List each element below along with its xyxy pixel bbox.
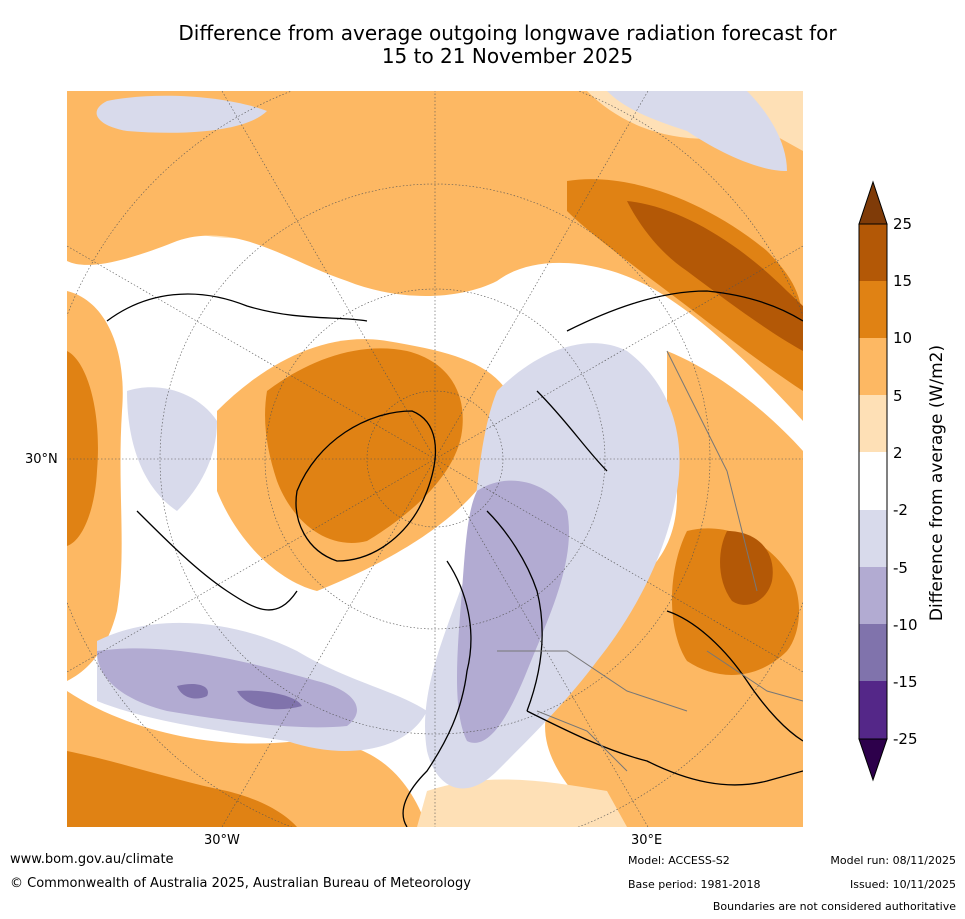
region-brown-middle-east: [720, 531, 773, 605]
copyright-text: © Commonwealth of Australia 2025, Austra…: [10, 876, 471, 891]
model-run-text: Model run: 08/11/2025: [830, 854, 956, 867]
colorbar-tick-25: 25: [893, 215, 913, 233]
colorbar-band-m15-m25: [859, 681, 887, 739]
region-dark-orange-siberia: [567, 179, 803, 391]
colorbar-tick-m2: -2: [893, 501, 908, 519]
region-light-orange-south: [417, 779, 627, 827]
colorbar-tick-m5: -5: [893, 559, 908, 577]
colorbar-tick-m25: -25: [893, 730, 918, 748]
website-link[interactable]: www.bom.gov.au/climate: [10, 852, 174, 867]
colorbar-extend-low: [858, 738, 888, 782]
region-light-purple-north: [96, 95, 267, 133]
title-line-1: Difference from average outgoing longwav…: [178, 21, 837, 45]
region-purple-scandinavia: [457, 480, 569, 743]
region-dark-purple-atlantic: [177, 684, 302, 710]
colorbar-band-5-10: [859, 338, 887, 395]
colorbar-band-m10-m15: [859, 624, 887, 681]
colorbar-tick-15: 15: [893, 272, 913, 290]
map-canvas: [67, 91, 803, 827]
colorbar: [858, 180, 888, 782]
colorbar-band-neutral: [859, 452, 887, 510]
colorbar-band-10-15: [859, 281, 887, 338]
coastlines: [106, 290, 803, 827]
region-brown-siberia: [627, 201, 803, 351]
colorbar-tick-m10: -10: [893, 616, 918, 634]
colorbar-tick-2: 2: [893, 444, 903, 462]
colorbar-tick-10: 10: [893, 329, 913, 347]
colorbar-tick-m15: -15: [893, 673, 918, 691]
colorbar-band-15-25: [859, 224, 887, 281]
region-dark-orange-atlantic-south: [67, 751, 297, 827]
chart-title: Difference from average outgoing longwav…: [0, 22, 965, 68]
colorbar-band-m5-m10: [859, 567, 887, 624]
region-light-purple-northeast: [607, 91, 787, 171]
graticule: [67, 91, 803, 827]
colorbar-band-m2-m5: [859, 510, 887, 567]
region-dark-orange-west: [67, 351, 98, 546]
lon-30e-label: 30°E: [631, 833, 663, 848]
base-period-text: Base period: 1981-2018: [628, 878, 761, 891]
region-light-purple-canada: [127, 387, 217, 511]
country-borders: [497, 350, 803, 772]
colorbar-frame: [858, 223, 888, 740]
lat-30n-label: 30°N: [25, 452, 58, 467]
region-dark-orange-greenland: [265, 348, 463, 543]
olr-anomaly-map: [67, 91, 803, 827]
colorbar-extend-high: [858, 180, 888, 225]
colorbar-title: Difference from average (W/m2): [927, 344, 947, 622]
model-text: Model: ACCESS-S2: [628, 854, 730, 867]
lon-30w-label: 30°W: [204, 833, 240, 848]
issued-text: Issued: 10/11/2025: [849, 878, 956, 891]
title-line-2: 15 to 21 November 2025: [381, 44, 634, 68]
colorbar-band-2-5: [859, 395, 887, 452]
colorbar-tick-5: 5: [893, 387, 903, 405]
disclaimer-text: Boundaries are not considered authoritat…: [712, 900, 956, 913]
